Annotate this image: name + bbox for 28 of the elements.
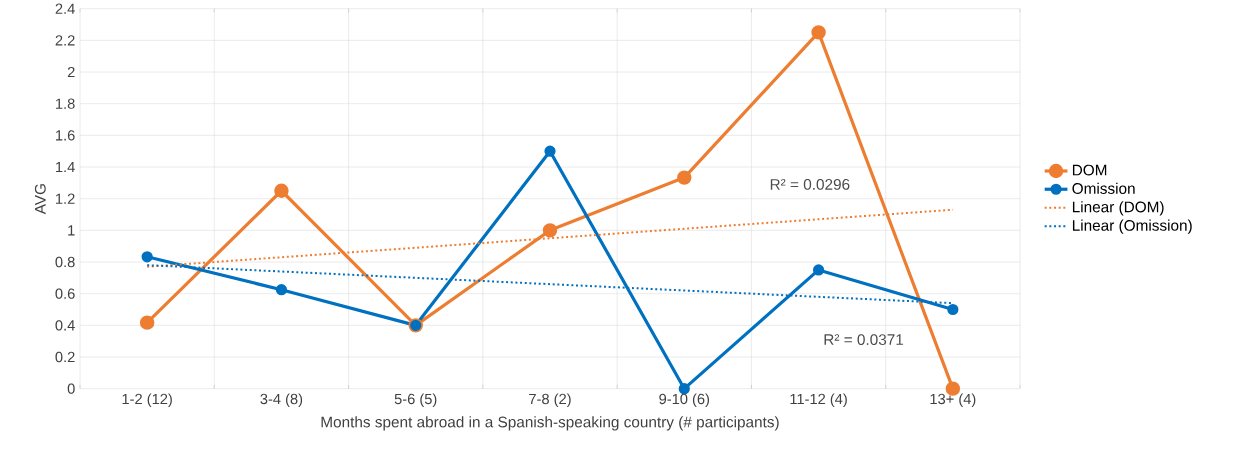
x-tick-label: 9-10 (6)	[659, 393, 710, 408]
y-tick-label: 0	[67, 383, 75, 394]
annotation: R² = 0.0296	[770, 178, 850, 190]
y-tick-label: 1.2	[56, 193, 75, 204]
y-tick-label: 2.2	[55, 35, 75, 46]
legend-label: Linear (DOM)	[1072, 201, 1164, 216]
y-axis-title: AVG	[34, 184, 46, 215]
y-tick-label: 2	[67, 66, 75, 78]
x-tick-label: 3-4 (8)	[260, 393, 303, 408]
y-tick-label: 1.6	[56, 130, 75, 141]
y-tick-label: 0.4	[55, 320, 75, 331]
annotation: R² = 0.0371	[824, 334, 904, 346]
y-tick-label: 0.2	[55, 351, 75, 363]
x-axis-title: Months spent abroad in a Spanish-speaking country (# participants)	[321, 416, 779, 431]
legend-label: Omission	[1072, 182, 1135, 194]
x-tick-label: 7-8 (2)	[529, 393, 571, 408]
x-tick-label: 5-6 (5)	[394, 393, 437, 408]
x-tick-label: 11-12 (4)	[790, 393, 847, 408]
y-tick-label: 1.8	[56, 98, 75, 109]
legend-label: DOM	[1072, 164, 1107, 176]
x-tick-label: 13+ (4)	[930, 393, 976, 408]
y-tick-label: 1	[68, 225, 75, 236]
y-tick-label: 0.6	[55, 288, 75, 299]
x-tick-label: 1-2 (12)	[122, 393, 172, 408]
legend-label: Linear (Omission)	[1072, 219, 1192, 234]
y-tick-label: 1.4	[56, 161, 75, 173]
y-tick-label: 0.8	[55, 256, 75, 268]
y-tick-label: 2.4	[55, 3, 75, 14]
